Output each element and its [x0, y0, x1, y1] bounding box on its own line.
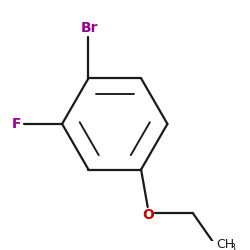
Text: CH: CH	[216, 238, 234, 250]
Text: F: F	[12, 117, 21, 131]
Text: 3: 3	[229, 243, 235, 250]
Text: Br: Br	[81, 21, 99, 35]
Text: O: O	[142, 208, 154, 222]
